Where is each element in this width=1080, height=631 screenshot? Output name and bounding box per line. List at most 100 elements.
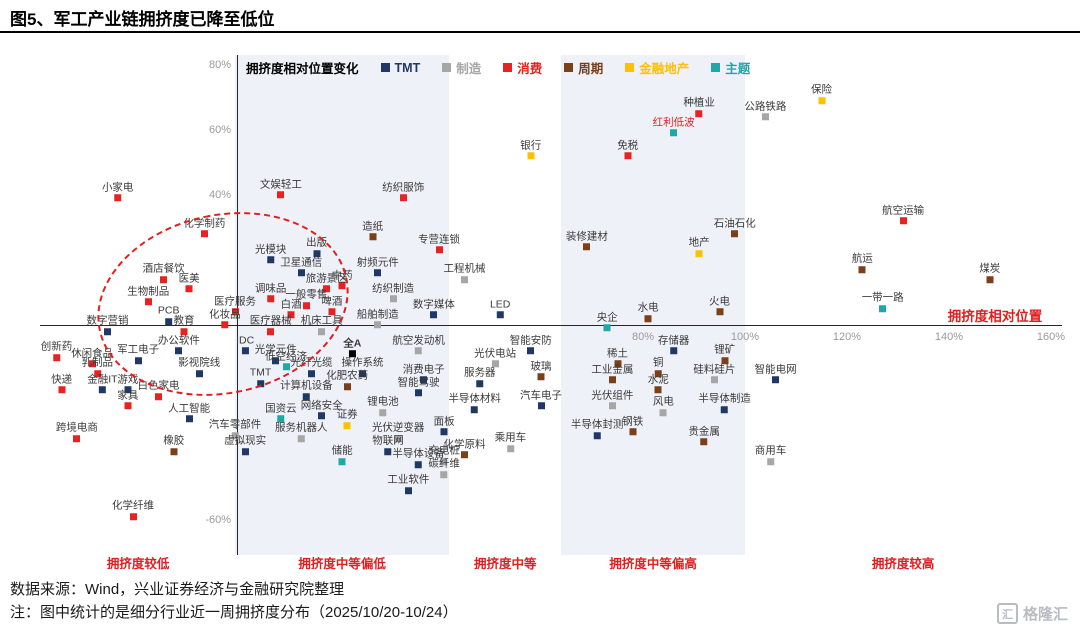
point-label: 计算机设备 bbox=[280, 379, 333, 392]
point-label: 存储器 bbox=[657, 333, 690, 346]
scatter-point: 乘用车 bbox=[495, 432, 526, 452]
scatter-point: 旅游景区 bbox=[306, 273, 348, 293]
point-label: 航运 bbox=[851, 252, 873, 265]
point-label: 家具 bbox=[117, 389, 139, 401]
scatter-point: 人工智能 bbox=[168, 403, 210, 423]
scatter-point: 酒店餐饮 bbox=[143, 263, 185, 283]
legend-label: 周期 bbox=[578, 62, 604, 76]
point-label: 工程机械 bbox=[443, 262, 486, 275]
point-marker bbox=[267, 327, 275, 335]
scatter-point: 工业金属 bbox=[591, 364, 633, 384]
point-marker bbox=[695, 110, 703, 117]
point-label: 虚拟现实 bbox=[224, 434, 267, 447]
scatter-point: 快递 bbox=[51, 374, 72, 394]
point-marker bbox=[114, 194, 122, 202]
scatter-point: 服务机器人 bbox=[275, 422, 328, 442]
point-label: 智能驾驶 bbox=[397, 376, 440, 388]
point-marker bbox=[394, 435, 402, 442]
point-marker bbox=[231, 431, 239, 439]
point-label: 光伏组件 bbox=[591, 389, 634, 401]
point-marker bbox=[318, 412, 326, 420]
title-divider bbox=[0, 31, 1080, 33]
point-label: 化学纤维 bbox=[112, 499, 154, 512]
point-label: 数字媒体 bbox=[412, 298, 455, 310]
watermark: 汇 格隆汇 bbox=[996, 603, 1068, 624]
point-label: 全A bbox=[343, 337, 362, 349]
point-marker bbox=[155, 392, 162, 400]
scatter-point: 办公软件 bbox=[158, 335, 200, 355]
scatter-point: 碳纤维 bbox=[428, 458, 460, 478]
point-label: 创新药 bbox=[40, 340, 73, 353]
point-label: 锂矿 bbox=[714, 343, 736, 356]
point-marker bbox=[506, 444, 514, 452]
scatter-point: 白酒 bbox=[281, 299, 302, 319]
point-marker bbox=[287, 311, 295, 319]
x-axis-line bbox=[40, 325, 1062, 326]
point-marker bbox=[435, 246, 443, 254]
point-marker bbox=[144, 298, 152, 306]
scatter-point: 面板 bbox=[434, 416, 455, 436]
scatter-point: 钢铁 bbox=[622, 416, 643, 436]
point-label: 半导体制造 bbox=[698, 392, 751, 405]
scatter-point: 半导体封测 bbox=[571, 419, 623, 439]
scatter-point: 创新药 bbox=[40, 340, 73, 361]
scatter-point: 化学纤维 bbox=[112, 499, 154, 520]
legend-label: TMT bbox=[394, 60, 421, 75]
point-marker bbox=[537, 373, 545, 381]
legend-item: 主题 bbox=[711, 58, 750, 77]
point-label: 乳制品 bbox=[81, 356, 114, 369]
legend-items: TMT 制造 消费 周期 金融地产 主题 bbox=[380, 58, 750, 77]
scatter-point: 物联网 bbox=[372, 435, 404, 455]
x-axis-title: 拥挤度相对位置 bbox=[947, 309, 1043, 324]
point-label: 服务器 bbox=[464, 366, 496, 379]
point-marker bbox=[58, 386, 66, 394]
point-label: 生物制品 bbox=[127, 285, 170, 297]
point-marker bbox=[175, 347, 183, 355]
point-marker bbox=[308, 370, 315, 377]
point-label: 半导体材料 bbox=[448, 392, 501, 405]
scatter-point: 橡胶 bbox=[163, 435, 184, 455]
point-marker bbox=[104, 327, 111, 335]
point-marker bbox=[761, 113, 769, 121]
legend-item: 金融地产 bbox=[625, 58, 689, 77]
scatter-point: 一带一路 bbox=[862, 292, 904, 312]
scatter-point: 低空经济 bbox=[265, 351, 307, 371]
point-marker bbox=[302, 301, 310, 309]
point-marker bbox=[170, 448, 178, 455]
scatter-point: 水泥 bbox=[648, 374, 669, 394]
point-marker bbox=[858, 266, 866, 273]
point-label: 机床工具 bbox=[300, 314, 343, 327]
legend-item: 周期 bbox=[564, 58, 603, 77]
scatter-point: 文娱轻工 bbox=[260, 179, 302, 199]
scatter-point: 计算机设备 bbox=[280, 380, 333, 400]
point-marker bbox=[93, 370, 101, 377]
point-marker bbox=[348, 350, 356, 358]
scatter-point: 数字媒体 bbox=[413, 299, 455, 319]
point-marker bbox=[277, 415, 285, 423]
point-label: 专营连锁 bbox=[418, 233, 460, 245]
scatter-point: 化妆品 bbox=[209, 309, 241, 329]
point-label: 低空经济 bbox=[265, 350, 307, 362]
point-marker bbox=[818, 97, 825, 104]
scatter-point: 煤炭 bbox=[979, 263, 1000, 283]
point-label: 调味品 bbox=[254, 281, 287, 294]
scatter-point: 跨境电商 bbox=[55, 421, 98, 442]
scatter-point: 医疗器械 bbox=[250, 315, 292, 335]
point-marker bbox=[124, 402, 132, 410]
scatter-point: 装修建材 bbox=[566, 231, 608, 251]
point-label: LED bbox=[489, 298, 511, 310]
scatter-point: IDC bbox=[236, 335, 254, 355]
point-marker bbox=[527, 152, 535, 160]
point-marker bbox=[879, 305, 887, 312]
point-label: 汽车电子 bbox=[520, 389, 562, 401]
scatter-point: 金融IT bbox=[87, 374, 118, 394]
point-label: 医美 bbox=[178, 272, 200, 284]
y-tick-label: 40% bbox=[208, 189, 231, 201]
point-marker bbox=[670, 347, 678, 355]
point-label: 跨境电商 bbox=[55, 421, 98, 434]
point-marker bbox=[129, 513, 137, 520]
point-marker bbox=[185, 285, 193, 293]
point-marker bbox=[313, 249, 321, 257]
point-label: 水泥 bbox=[647, 372, 669, 385]
scatter-point: 教育 bbox=[174, 315, 195, 335]
